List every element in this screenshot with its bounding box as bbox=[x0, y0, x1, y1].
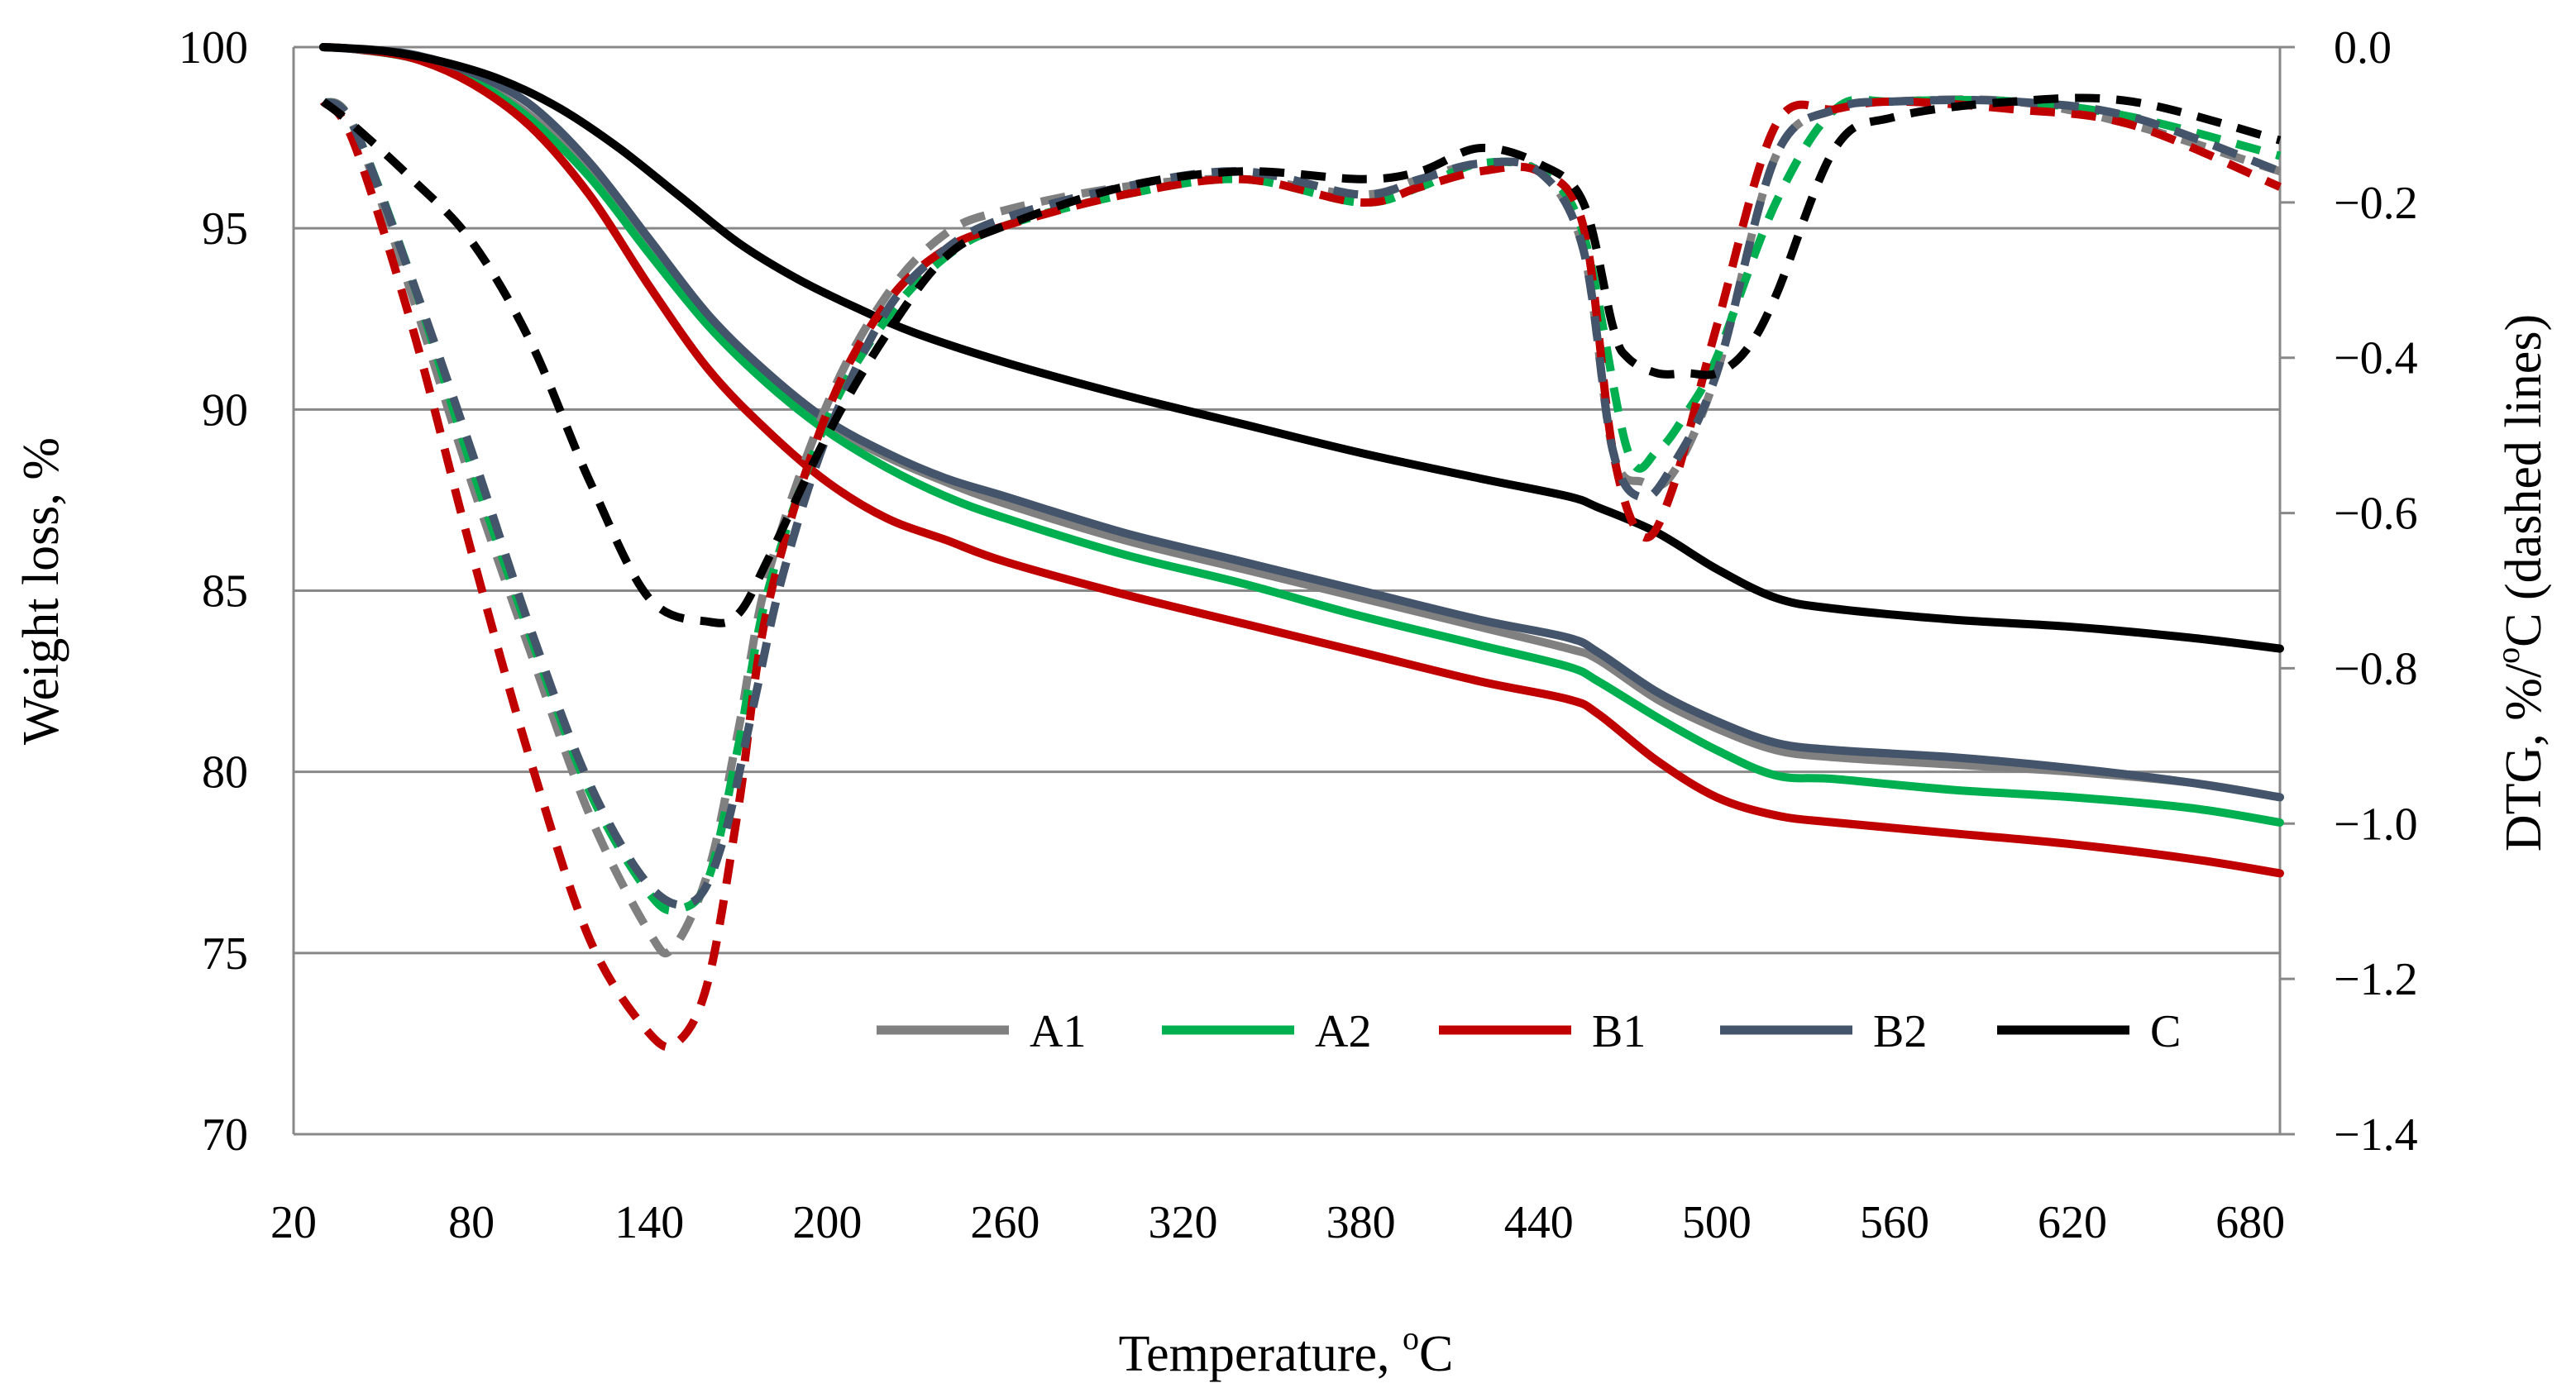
y-tick-label: 75 bbox=[202, 928, 248, 980]
legend-label: B1 bbox=[1592, 1006, 1646, 1057]
y-tick-label: 90 bbox=[202, 384, 248, 436]
x-tick-label: 200 bbox=[792, 1197, 862, 1248]
y2-tick-label: −1.4 bbox=[2334, 1109, 2418, 1161]
dtg-line-B1 bbox=[319, 97, 2282, 1052]
x-tick-label: 380 bbox=[1326, 1197, 1396, 1248]
y-tick-label: 95 bbox=[202, 203, 248, 255]
legend-item-C: C bbox=[1997, 1006, 2181, 1057]
dtg-line-A1 bbox=[320, 95, 2282, 958]
axes bbox=[292, 47, 2282, 1136]
tg-line-B1 bbox=[318, 43, 2284, 878]
y-tick-label: 70 bbox=[202, 1109, 248, 1161]
tg-line-A1 bbox=[318, 43, 2284, 802]
series bbox=[318, 43, 2284, 1052]
y2-tick-label: −1.0 bbox=[2334, 799, 2418, 850]
x-tick-label: 260 bbox=[970, 1197, 1039, 1248]
legend-item-B1: B1 bbox=[1439, 1006, 1646, 1057]
legend-label: B2 bbox=[1873, 1006, 1927, 1057]
legend: A1 A2 B1 B2 C bbox=[877, 1006, 2181, 1057]
x-tick-label: 500 bbox=[1682, 1197, 1752, 1248]
y-tick-label: 85 bbox=[202, 566, 248, 618]
legend-item-A2: A2 bbox=[1162, 1006, 1371, 1057]
x-axis-title: Temperature, oC bbox=[1119, 1319, 1454, 1382]
y-tick-label: 100 bbox=[179, 22, 248, 74]
tg-line-C bbox=[318, 43, 2284, 653]
y2-tick-label: −1.2 bbox=[2334, 954, 2418, 1005]
legend-label: C bbox=[2150, 1006, 2181, 1057]
x-tick-label: 680 bbox=[2215, 1197, 2285, 1248]
x-tick-label: 140 bbox=[614, 1197, 684, 1248]
gridlines bbox=[294, 45, 2280, 955]
legend-label: A2 bbox=[1315, 1006, 1371, 1057]
y2-tick-label: −0.2 bbox=[2334, 178, 2418, 229]
x-tick-label: 620 bbox=[2038, 1197, 2107, 1248]
tg-line-B2 bbox=[318, 43, 2284, 802]
y-axis-title: Weight loss, % bbox=[13, 437, 69, 745]
legend-item-A1: A1 bbox=[877, 1006, 1086, 1057]
legend-item-B2: B2 bbox=[1720, 1006, 1927, 1057]
x-tick-label: 440 bbox=[1504, 1197, 1574, 1248]
x-tick-label: 560 bbox=[1860, 1197, 1929, 1248]
y2-tick-label: −0.6 bbox=[2334, 489, 2418, 540]
tick-labels: 70 75 80 85 90 95 100 0.0 −0.2 −0.4 −0.6 −0.8 −1.0 −1… bbox=[179, 22, 2418, 1248]
x-tick-label: 80 bbox=[448, 1197, 495, 1248]
x-tick-label: 320 bbox=[1149, 1197, 1218, 1248]
x-tick-label: 20 bbox=[270, 1197, 317, 1248]
y2-tick-label: −0.8 bbox=[2334, 643, 2418, 694]
dtg-line-C bbox=[320, 93, 2282, 627]
dtg-line-B2 bbox=[320, 95, 2282, 909]
y2-axis-title: DTG, %/oC (dashed lines) bbox=[2489, 314, 2552, 851]
y-tick-label: 80 bbox=[202, 747, 248, 799]
y2-tick-label: 0.0 bbox=[2334, 22, 2392, 74]
tg-line-A2 bbox=[318, 43, 2284, 827]
legend-label: A1 bbox=[1030, 1006, 1086, 1057]
y2-tick-label: −0.4 bbox=[2334, 333, 2418, 384]
